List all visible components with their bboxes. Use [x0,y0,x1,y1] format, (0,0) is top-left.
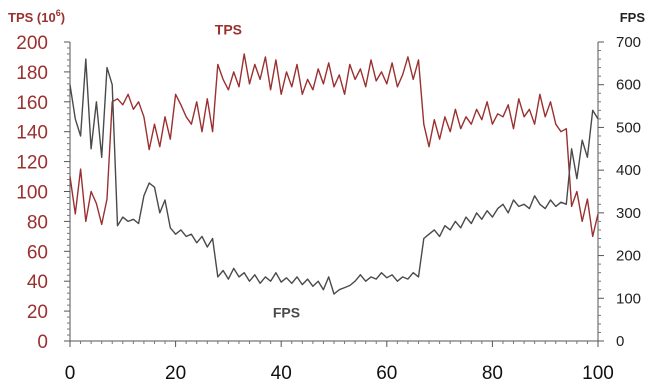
left-tick-label: 200 [16,33,48,54]
x-tick-label: 100 [582,363,614,384]
left-tick-label: 80 [27,212,48,233]
x-tick-label: 20 [165,363,186,384]
x-tick-label: 40 [271,363,292,384]
left-tick-label: 140 [16,123,48,144]
left-tick-label: 40 [27,272,48,293]
left-axis-title: TPS (106) [8,8,65,25]
left-axis-title-sup: 6 [56,8,61,18]
left-tick-label: 100 [16,183,48,204]
right-tick-label: 300 [616,205,641,222]
x-tick-label: 0 [65,363,76,384]
right-tick-label: 200 [616,248,641,265]
series-line-fps [69,58,599,295]
left-axis-title-end: ) [61,10,65,25]
right-tick-label: 600 [616,77,641,94]
series-label-fps: FPS [273,305,300,321]
left-tick-label: 120 [16,153,48,174]
series-line-tps [69,53,599,238]
left-tick-label: 60 [27,242,48,263]
x-tick-label: 60 [376,363,397,384]
right-axis-title: FPS [620,10,646,25]
right-tick-label: 0 [616,333,624,350]
labels-group: TPS FPS [215,22,300,321]
left-tick-label: 160 [16,93,48,114]
right-tick-label: 400 [616,162,641,179]
right-tick-label: 100 [616,290,641,307]
axes: 0204060801001201401601802000100200300400… [16,33,641,384]
right-tick-label: 500 [616,119,641,136]
series-label-tps: TPS [215,22,242,38]
left-tick-label: 180 [16,63,48,84]
left-tick-label: 0 [37,332,48,353]
left-axis-title-main: TPS (10 [8,10,56,25]
series-group [69,53,599,295]
x-tick-label: 80 [482,363,503,384]
left-tick-label: 20 [27,302,48,323]
right-tick-label: 700 [616,34,641,51]
